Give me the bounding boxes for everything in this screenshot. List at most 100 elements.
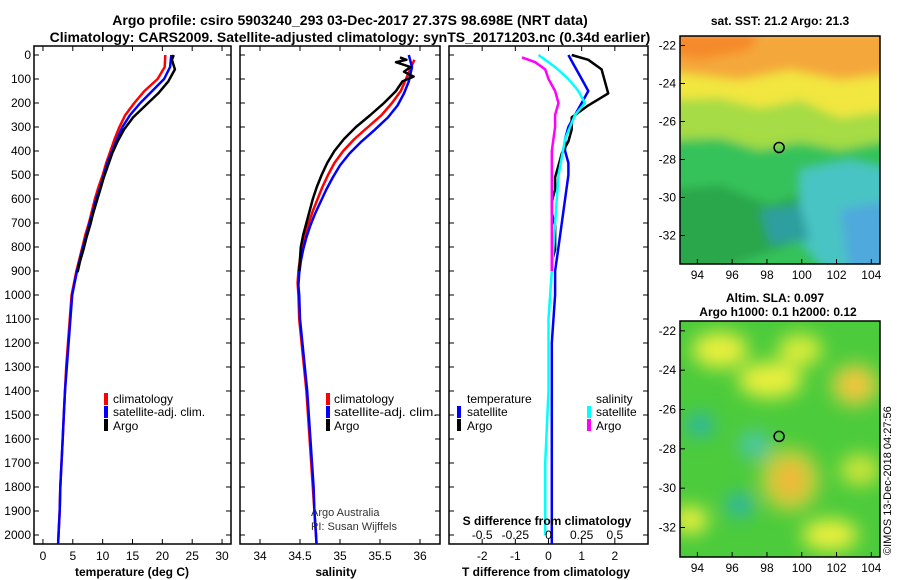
- sst-map-latitude-axis: -22 -24 -26 -28 -30 -32: [659, 39, 685, 243]
- temperature-x-axis: 0 5 10 15 20 25 30: [40, 46, 229, 563]
- sst-map-title: sat. SST: 21.2 Argo: 21.3: [711, 14, 850, 28]
- y-tick-label: 1100: [5, 312, 31, 326]
- y-tick-label: 800: [11, 240, 31, 254]
- legend-swatch-climatology: [326, 393, 330, 405]
- lat-tick-label: -26: [659, 115, 677, 129]
- y-tick-label: 1400: [4, 384, 31, 398]
- lon-tick-label: 102: [827, 268, 847, 282]
- y-tick-label: 2000: [4, 528, 31, 542]
- series-line-s-argo: [521, 56, 560, 271]
- temperature-axes-frame: [33, 45, 232, 545]
- lat-tick-label: -22: [659, 39, 677, 53]
- difference-y-ticks: [449, 54, 648, 536]
- sla-map-subtitle: Argo h1000: 0.1 h2000: 0.12: [699, 305, 857, 319]
- lat-tick-label: -32: [659, 521, 677, 535]
- legend-label-t-satellite: satellite: [467, 405, 508, 419]
- x-tick-label: 36: [413, 549, 427, 563]
- temperature-panel: 0100200300400500600700800900100011001200…: [4, 45, 232, 579]
- sla-map-title: Altim. SLA: 0.097: [726, 291, 824, 305]
- legend-swatch-t-argo: [457, 419, 461, 431]
- y-tick-label: 300: [11, 120, 31, 134]
- y-tick-label: 1500: [4, 408, 31, 422]
- sst-map-frame: [679, 35, 881, 265]
- x-tick-label: 34.5: [288, 549, 312, 563]
- sst-argo-location-marker: [773, 141, 785, 154]
- x-tick-label: 0: [545, 549, 552, 563]
- y-tick-label: 200: [11, 96, 31, 110]
- s-difference-ticks: -0.5 -0.25 0 0.25 0.5: [472, 528, 624, 542]
- salinity-axes-frame: [239, 45, 441, 545]
- x-tick-label: 25: [186, 549, 200, 563]
- lat-tick-label: -28: [659, 153, 677, 167]
- legend-label-satellite: satellite-adj. clim.: [334, 405, 437, 419]
- lon-tick-label: 102: [827, 561, 847, 575]
- y-tick-label: 500: [11, 168, 31, 182]
- sla-map-frame: [679, 320, 881, 558]
- lon-tick-label: 96: [725, 268, 739, 282]
- sst-map-field: [680, 36, 880, 264]
- x-tick-label: 2: [611, 549, 618, 563]
- x-tick-label: 35.5: [368, 549, 392, 563]
- legend-label-climatology: climatology: [334, 392, 394, 406]
- sla-argo-location-marker: [773, 430, 785, 443]
- y-tick-label: 400: [11, 144, 31, 158]
- y-tick-label: 600: [11, 192, 31, 206]
- x-tick-label: 10: [96, 549, 110, 563]
- sla-map-latitude-axis: -22 -24 -26 -28 -30 -32: [659, 324, 685, 535]
- lon-tick-label: 96: [725, 561, 739, 575]
- lon-tick-label: 104: [861, 268, 881, 282]
- series-line-t-satellite: [550, 54, 590, 544]
- x-tick-label: 5: [69, 549, 76, 563]
- salinity-x-axis: 34 34.5 35 35.5 36: [253, 46, 427, 563]
- legend-swatch-climatology: [104, 393, 108, 405]
- legend-swatch-satellite: [326, 406, 330, 418]
- series-line-climatology: [296, 59, 416, 544]
- sst-map-longitude-axis: 94 96 98 100 102 104: [691, 259, 882, 282]
- x-tick-label: 34: [253, 549, 267, 563]
- x-tick-label: 15: [126, 549, 140, 563]
- salinity-legend: climatology satellite-adj. clim. Argo: [326, 392, 437, 433]
- legend-swatch-s-argo: [587, 419, 591, 431]
- legend-swatch-s-satellite: [587, 406, 591, 418]
- y-tick-label: 0: [24, 48, 31, 62]
- s-tick-label: 0.25: [570, 528, 594, 542]
- figure-title-line2: Climatology: CARS2009. Satellite-adjuste…: [50, 29, 651, 45]
- y-tick-label: 100: [11, 72, 31, 86]
- series-line-s-satellite: [537, 53, 587, 535]
- series-line-satellite-adj-clim-: [56, 54, 173, 544]
- legend-label-satellite: satellite-adj. clim.: [113, 405, 205, 419]
- y-tick-label: 1300: [4, 360, 31, 374]
- x-tick-label: -1: [510, 549, 521, 563]
- legend-title-temperature: temperature: [467, 392, 532, 406]
- sla-map-field: [680, 321, 880, 557]
- s-tick-label: -0.5: [472, 528, 493, 542]
- series-line-climatology: [56, 54, 167, 544]
- salinity-y-ticks: [240, 54, 440, 536]
- y-tick-label: 1200: [4, 336, 31, 350]
- legend-label-s-argo: Argo: [596, 419, 622, 433]
- difference-panel: -2 -1 0 1 2 S difference from climatology -0…: [448, 45, 649, 579]
- salinity-x-label: salinity: [315, 565, 357, 579]
- series-line-satellite-adj-clim-: [297, 54, 414, 544]
- difference-profiles: [521, 53, 610, 544]
- x-tick-label: 35: [333, 549, 347, 563]
- t-difference-label: T difference from climatology: [462, 565, 630, 579]
- lat-tick-label: -30: [659, 481, 677, 495]
- sla-map-panel: Altim. SLA: 0.097 Argo h1000: 0.1 h2000:…: [659, 291, 882, 575]
- s-tick-label: 0: [545, 528, 552, 542]
- legend-label-climatology: climatology: [113, 392, 173, 406]
- lat-tick-label: -30: [659, 191, 677, 205]
- series-line-argo: [297, 56, 415, 272]
- s-difference-label: S difference from climatology: [463, 514, 632, 528]
- y-tick-label: 900: [11, 264, 31, 278]
- legend-label-argo: Argo: [113, 419, 139, 433]
- legend-swatch-argo: [326, 419, 330, 431]
- lon-tick-label: 98: [760, 561, 774, 575]
- y-tick-label: 1900: [4, 504, 31, 518]
- lon-tick-label: 98: [760, 268, 774, 282]
- legend-label-s-satellite: satellite: [596, 405, 637, 419]
- difference-legend-salinity: salinity satellite Argo: [587, 392, 637, 433]
- lon-tick-label: 94: [691, 268, 705, 282]
- temperature-x-label: temperature (deg C): [75, 565, 189, 579]
- lat-tick-label: -24: [659, 363, 677, 377]
